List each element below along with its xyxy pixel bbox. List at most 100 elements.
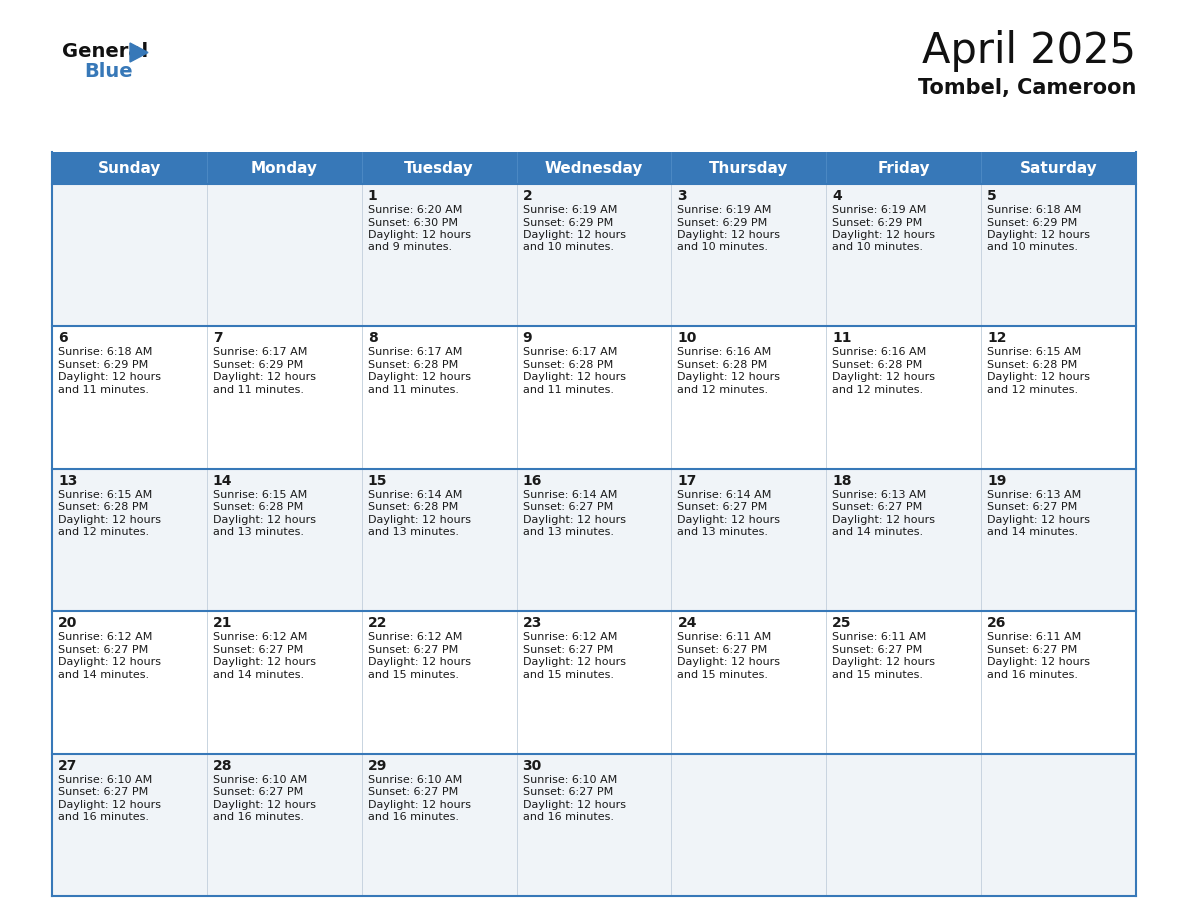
Text: and 14 minutes.: and 14 minutes. bbox=[833, 527, 923, 537]
Text: and 13 minutes.: and 13 minutes. bbox=[368, 527, 459, 537]
Text: Daylight: 12 hours: Daylight: 12 hours bbox=[677, 230, 781, 240]
Text: Sunrise: 6:11 AM: Sunrise: 6:11 AM bbox=[833, 633, 927, 643]
Text: Sunrise: 6:15 AM: Sunrise: 6:15 AM bbox=[987, 347, 1081, 357]
Text: Daylight: 12 hours: Daylight: 12 hours bbox=[213, 373, 316, 383]
Text: 29: 29 bbox=[368, 758, 387, 773]
Text: 14: 14 bbox=[213, 474, 233, 487]
Text: Sunrise: 6:10 AM: Sunrise: 6:10 AM bbox=[368, 775, 462, 785]
Text: Monday: Monday bbox=[251, 161, 317, 175]
Text: Sunrise: 6:19 AM: Sunrise: 6:19 AM bbox=[833, 205, 927, 215]
Text: Daylight: 12 hours: Daylight: 12 hours bbox=[368, 230, 470, 240]
Text: and 13 minutes.: and 13 minutes. bbox=[677, 527, 769, 537]
Text: and 13 minutes.: and 13 minutes. bbox=[523, 527, 613, 537]
Bar bbox=[52, 327, 1136, 469]
Text: and 16 minutes.: and 16 minutes. bbox=[58, 812, 148, 823]
Bar bbox=[52, 611, 1136, 754]
Text: Sunrise: 6:16 AM: Sunrise: 6:16 AM bbox=[833, 347, 927, 357]
Text: 1: 1 bbox=[368, 189, 378, 203]
Text: and 15 minutes.: and 15 minutes. bbox=[368, 670, 459, 679]
Text: 22: 22 bbox=[368, 616, 387, 630]
Text: Sunset: 6:27 PM: Sunset: 6:27 PM bbox=[523, 644, 613, 655]
Bar bbox=[52, 152, 1136, 184]
Text: Daylight: 12 hours: Daylight: 12 hours bbox=[523, 800, 626, 810]
Text: Sunrise: 6:12 AM: Sunrise: 6:12 AM bbox=[368, 633, 462, 643]
Text: Sunrise: 6:17 AM: Sunrise: 6:17 AM bbox=[213, 347, 308, 357]
Polygon shape bbox=[129, 43, 148, 62]
Text: Sunset: 6:28 PM: Sunset: 6:28 PM bbox=[677, 360, 767, 370]
Text: and 10 minutes.: and 10 minutes. bbox=[523, 242, 613, 252]
Text: Daylight: 12 hours: Daylight: 12 hours bbox=[833, 373, 935, 383]
Text: Sunrise: 6:17 AM: Sunrise: 6:17 AM bbox=[368, 347, 462, 357]
Text: and 10 minutes.: and 10 minutes. bbox=[677, 242, 769, 252]
Text: and 10 minutes.: and 10 minutes. bbox=[833, 242, 923, 252]
Text: Sunrise: 6:18 AM: Sunrise: 6:18 AM bbox=[987, 205, 1081, 215]
Text: and 15 minutes.: and 15 minutes. bbox=[677, 670, 769, 679]
Text: Thursday: Thursday bbox=[709, 161, 789, 175]
Text: and 12 minutes.: and 12 minutes. bbox=[833, 385, 923, 395]
Text: Sunrise: 6:19 AM: Sunrise: 6:19 AM bbox=[677, 205, 772, 215]
Text: 4: 4 bbox=[833, 189, 842, 203]
Text: Sunset: 6:28 PM: Sunset: 6:28 PM bbox=[987, 360, 1078, 370]
Text: Sunset: 6:27 PM: Sunset: 6:27 PM bbox=[523, 787, 613, 797]
Text: and 11 minutes.: and 11 minutes. bbox=[368, 385, 459, 395]
Text: 7: 7 bbox=[213, 331, 222, 345]
Text: Daylight: 12 hours: Daylight: 12 hours bbox=[987, 230, 1091, 240]
Text: Sunset: 6:27 PM: Sunset: 6:27 PM bbox=[833, 644, 923, 655]
Text: Daylight: 12 hours: Daylight: 12 hours bbox=[368, 515, 470, 525]
Text: 12: 12 bbox=[987, 331, 1006, 345]
Text: Sunrise: 6:11 AM: Sunrise: 6:11 AM bbox=[677, 633, 772, 643]
Text: and 14 minutes.: and 14 minutes. bbox=[58, 670, 150, 679]
Text: Daylight: 12 hours: Daylight: 12 hours bbox=[677, 515, 781, 525]
Text: 6: 6 bbox=[58, 331, 68, 345]
Text: Sunrise: 6:12 AM: Sunrise: 6:12 AM bbox=[523, 633, 617, 643]
Text: Sunset: 6:30 PM: Sunset: 6:30 PM bbox=[368, 218, 457, 228]
Text: Sunrise: 6:13 AM: Sunrise: 6:13 AM bbox=[833, 490, 927, 499]
Text: Sunset: 6:28 PM: Sunset: 6:28 PM bbox=[368, 502, 457, 512]
Text: 25: 25 bbox=[833, 616, 852, 630]
Text: Wednesday: Wednesday bbox=[545, 161, 643, 175]
Text: Sunrise: 6:15 AM: Sunrise: 6:15 AM bbox=[213, 490, 308, 499]
Text: Daylight: 12 hours: Daylight: 12 hours bbox=[58, 657, 162, 667]
Text: Tuesday: Tuesday bbox=[404, 161, 474, 175]
Text: 13: 13 bbox=[58, 474, 77, 487]
Text: Sunset: 6:27 PM: Sunset: 6:27 PM bbox=[987, 644, 1078, 655]
Text: Daylight: 12 hours: Daylight: 12 hours bbox=[213, 800, 316, 810]
Text: Saturday: Saturday bbox=[1019, 161, 1098, 175]
Text: 15: 15 bbox=[368, 474, 387, 487]
Text: Friday: Friday bbox=[878, 161, 930, 175]
Text: Sunrise: 6:18 AM: Sunrise: 6:18 AM bbox=[58, 347, 152, 357]
Text: and 11 minutes.: and 11 minutes. bbox=[58, 385, 148, 395]
Text: 24: 24 bbox=[677, 616, 697, 630]
Text: Sunrise: 6:20 AM: Sunrise: 6:20 AM bbox=[368, 205, 462, 215]
Text: Tombel, Cameroon: Tombel, Cameroon bbox=[917, 78, 1136, 98]
Text: Sunrise: 6:12 AM: Sunrise: 6:12 AM bbox=[213, 633, 308, 643]
Text: 30: 30 bbox=[523, 758, 542, 773]
Bar bbox=[52, 754, 1136, 896]
Text: Daylight: 12 hours: Daylight: 12 hours bbox=[523, 657, 626, 667]
Text: Daylight: 12 hours: Daylight: 12 hours bbox=[833, 230, 935, 240]
Text: Sunset: 6:29 PM: Sunset: 6:29 PM bbox=[987, 218, 1078, 228]
Text: Sunrise: 6:14 AM: Sunrise: 6:14 AM bbox=[368, 490, 462, 499]
Text: Daylight: 12 hours: Daylight: 12 hours bbox=[368, 800, 470, 810]
Text: Sunday: Sunday bbox=[97, 161, 162, 175]
Text: 28: 28 bbox=[213, 758, 233, 773]
Text: Sunrise: 6:10 AM: Sunrise: 6:10 AM bbox=[213, 775, 308, 785]
Text: Daylight: 12 hours: Daylight: 12 hours bbox=[833, 515, 935, 525]
Text: 5: 5 bbox=[987, 189, 997, 203]
Text: Sunset: 6:27 PM: Sunset: 6:27 PM bbox=[58, 644, 148, 655]
Text: 2: 2 bbox=[523, 189, 532, 203]
Text: Sunrise: 6:10 AM: Sunrise: 6:10 AM bbox=[523, 775, 617, 785]
Text: and 16 minutes.: and 16 minutes. bbox=[213, 812, 304, 823]
Text: Sunset: 6:27 PM: Sunset: 6:27 PM bbox=[368, 787, 457, 797]
Text: and 11 minutes.: and 11 minutes. bbox=[523, 385, 613, 395]
Text: Daylight: 12 hours: Daylight: 12 hours bbox=[677, 657, 781, 667]
Text: Daylight: 12 hours: Daylight: 12 hours bbox=[58, 373, 162, 383]
Text: Sunset: 6:29 PM: Sunset: 6:29 PM bbox=[58, 360, 148, 370]
Text: Daylight: 12 hours: Daylight: 12 hours bbox=[833, 657, 935, 667]
Text: Daylight: 12 hours: Daylight: 12 hours bbox=[58, 515, 162, 525]
Text: and 14 minutes.: and 14 minutes. bbox=[213, 670, 304, 679]
Text: and 14 minutes.: and 14 minutes. bbox=[987, 527, 1079, 537]
Text: Sunrise: 6:10 AM: Sunrise: 6:10 AM bbox=[58, 775, 152, 785]
Text: Sunset: 6:28 PM: Sunset: 6:28 PM bbox=[833, 360, 923, 370]
Text: Sunrise: 6:17 AM: Sunrise: 6:17 AM bbox=[523, 347, 617, 357]
